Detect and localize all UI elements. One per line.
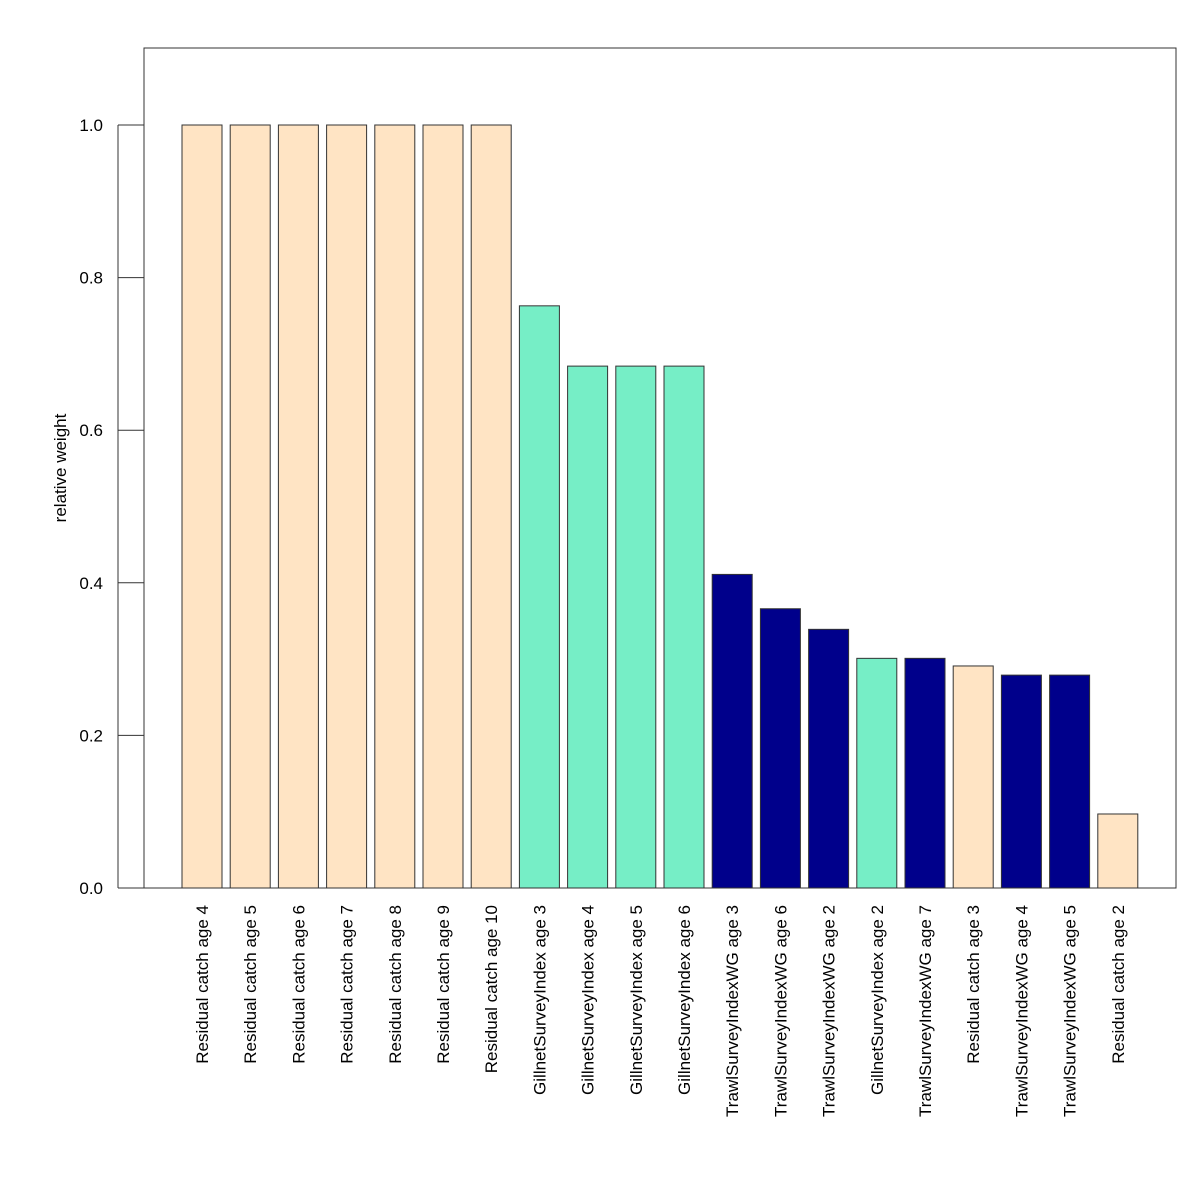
bar bbox=[277, 124, 319, 889]
y-tick-label: 0.8 bbox=[79, 269, 103, 288]
plot-box bbox=[143, 47, 1177, 889]
y-tick-label: 0.4 bbox=[79, 574, 103, 593]
x-tick-label: Residual catch age 4 bbox=[193, 905, 212, 1064]
y-tick-label: 0.2 bbox=[79, 726, 103, 745]
bar bbox=[567, 365, 609, 889]
x-tick-label: GillnetSurveyIndex age 2 bbox=[868, 905, 887, 1095]
x-tick-label: TrawlSurveyIndexWG age 4 bbox=[1012, 905, 1031, 1117]
bar bbox=[229, 124, 271, 889]
bar bbox=[904, 657, 946, 889]
x-tick-label: GillnetSurveyIndex age 6 bbox=[675, 905, 694, 1095]
x-tick-label: Residual catch age 2 bbox=[1109, 905, 1128, 1064]
x-tick-label: Residual catch age 6 bbox=[289, 905, 308, 1064]
x-tick-label: Residual catch age 3 bbox=[964, 905, 983, 1064]
x-tick-label: GillnetSurveyIndex age 4 bbox=[579, 905, 598, 1095]
x-tick-label: Residual catch age 10 bbox=[482, 905, 501, 1073]
x-tick-label: Residual catch age 8 bbox=[386, 905, 405, 1064]
bars bbox=[181, 124, 1139, 889]
y-axis: 0.0 0.2 0.4 0.6 0.8 1.0 bbox=[79, 116, 144, 898]
bar bbox=[856, 657, 898, 889]
bar bbox=[518, 305, 560, 889]
x-tick-label: Residual catch age 9 bbox=[434, 905, 453, 1064]
x-tick-label: Residual catch age 7 bbox=[338, 905, 357, 1064]
bar bbox=[663, 365, 705, 889]
bar bbox=[422, 124, 464, 889]
x-axis-labels: Residual catch age 4 Residual catch age 5… bbox=[193, 905, 1128, 1117]
x-tick-label: TrawlSurveyIndexWG age 6 bbox=[771, 905, 790, 1117]
bar bbox=[374, 124, 416, 889]
y-axis-title: relative weight bbox=[51, 413, 70, 522]
bar bbox=[759, 608, 801, 889]
y-tick-label: 1.0 bbox=[79, 116, 103, 135]
bar bbox=[711, 573, 753, 889]
bar bbox=[181, 124, 223, 889]
x-tick-label: TrawlSurveyIndexWG age 7 bbox=[916, 905, 935, 1117]
x-tick-label: Residual catch age 5 bbox=[241, 905, 260, 1064]
bar bbox=[1000, 674, 1042, 889]
bar bbox=[326, 124, 368, 889]
x-tick-label: GillnetSurveyIndex age 5 bbox=[627, 905, 646, 1095]
x-tick-label: GillnetSurveyIndex age 3 bbox=[530, 905, 549, 1095]
bar bbox=[1097, 813, 1139, 889]
bar bbox=[615, 365, 657, 889]
bar bbox=[808, 628, 850, 889]
bar bbox=[1049, 674, 1091, 889]
x-tick-label: TrawlSurveyIndexWG age 3 bbox=[723, 905, 742, 1117]
y-tick-label: 0.0 bbox=[79, 879, 103, 898]
bar bbox=[952, 665, 994, 889]
bar bbox=[470, 124, 512, 889]
x-tick-label: TrawlSurveyIndexWG age 5 bbox=[1061, 905, 1080, 1117]
y-tick-label: 0.6 bbox=[79, 421, 103, 440]
x-tick-label: TrawlSurveyIndexWG age 2 bbox=[820, 905, 839, 1117]
